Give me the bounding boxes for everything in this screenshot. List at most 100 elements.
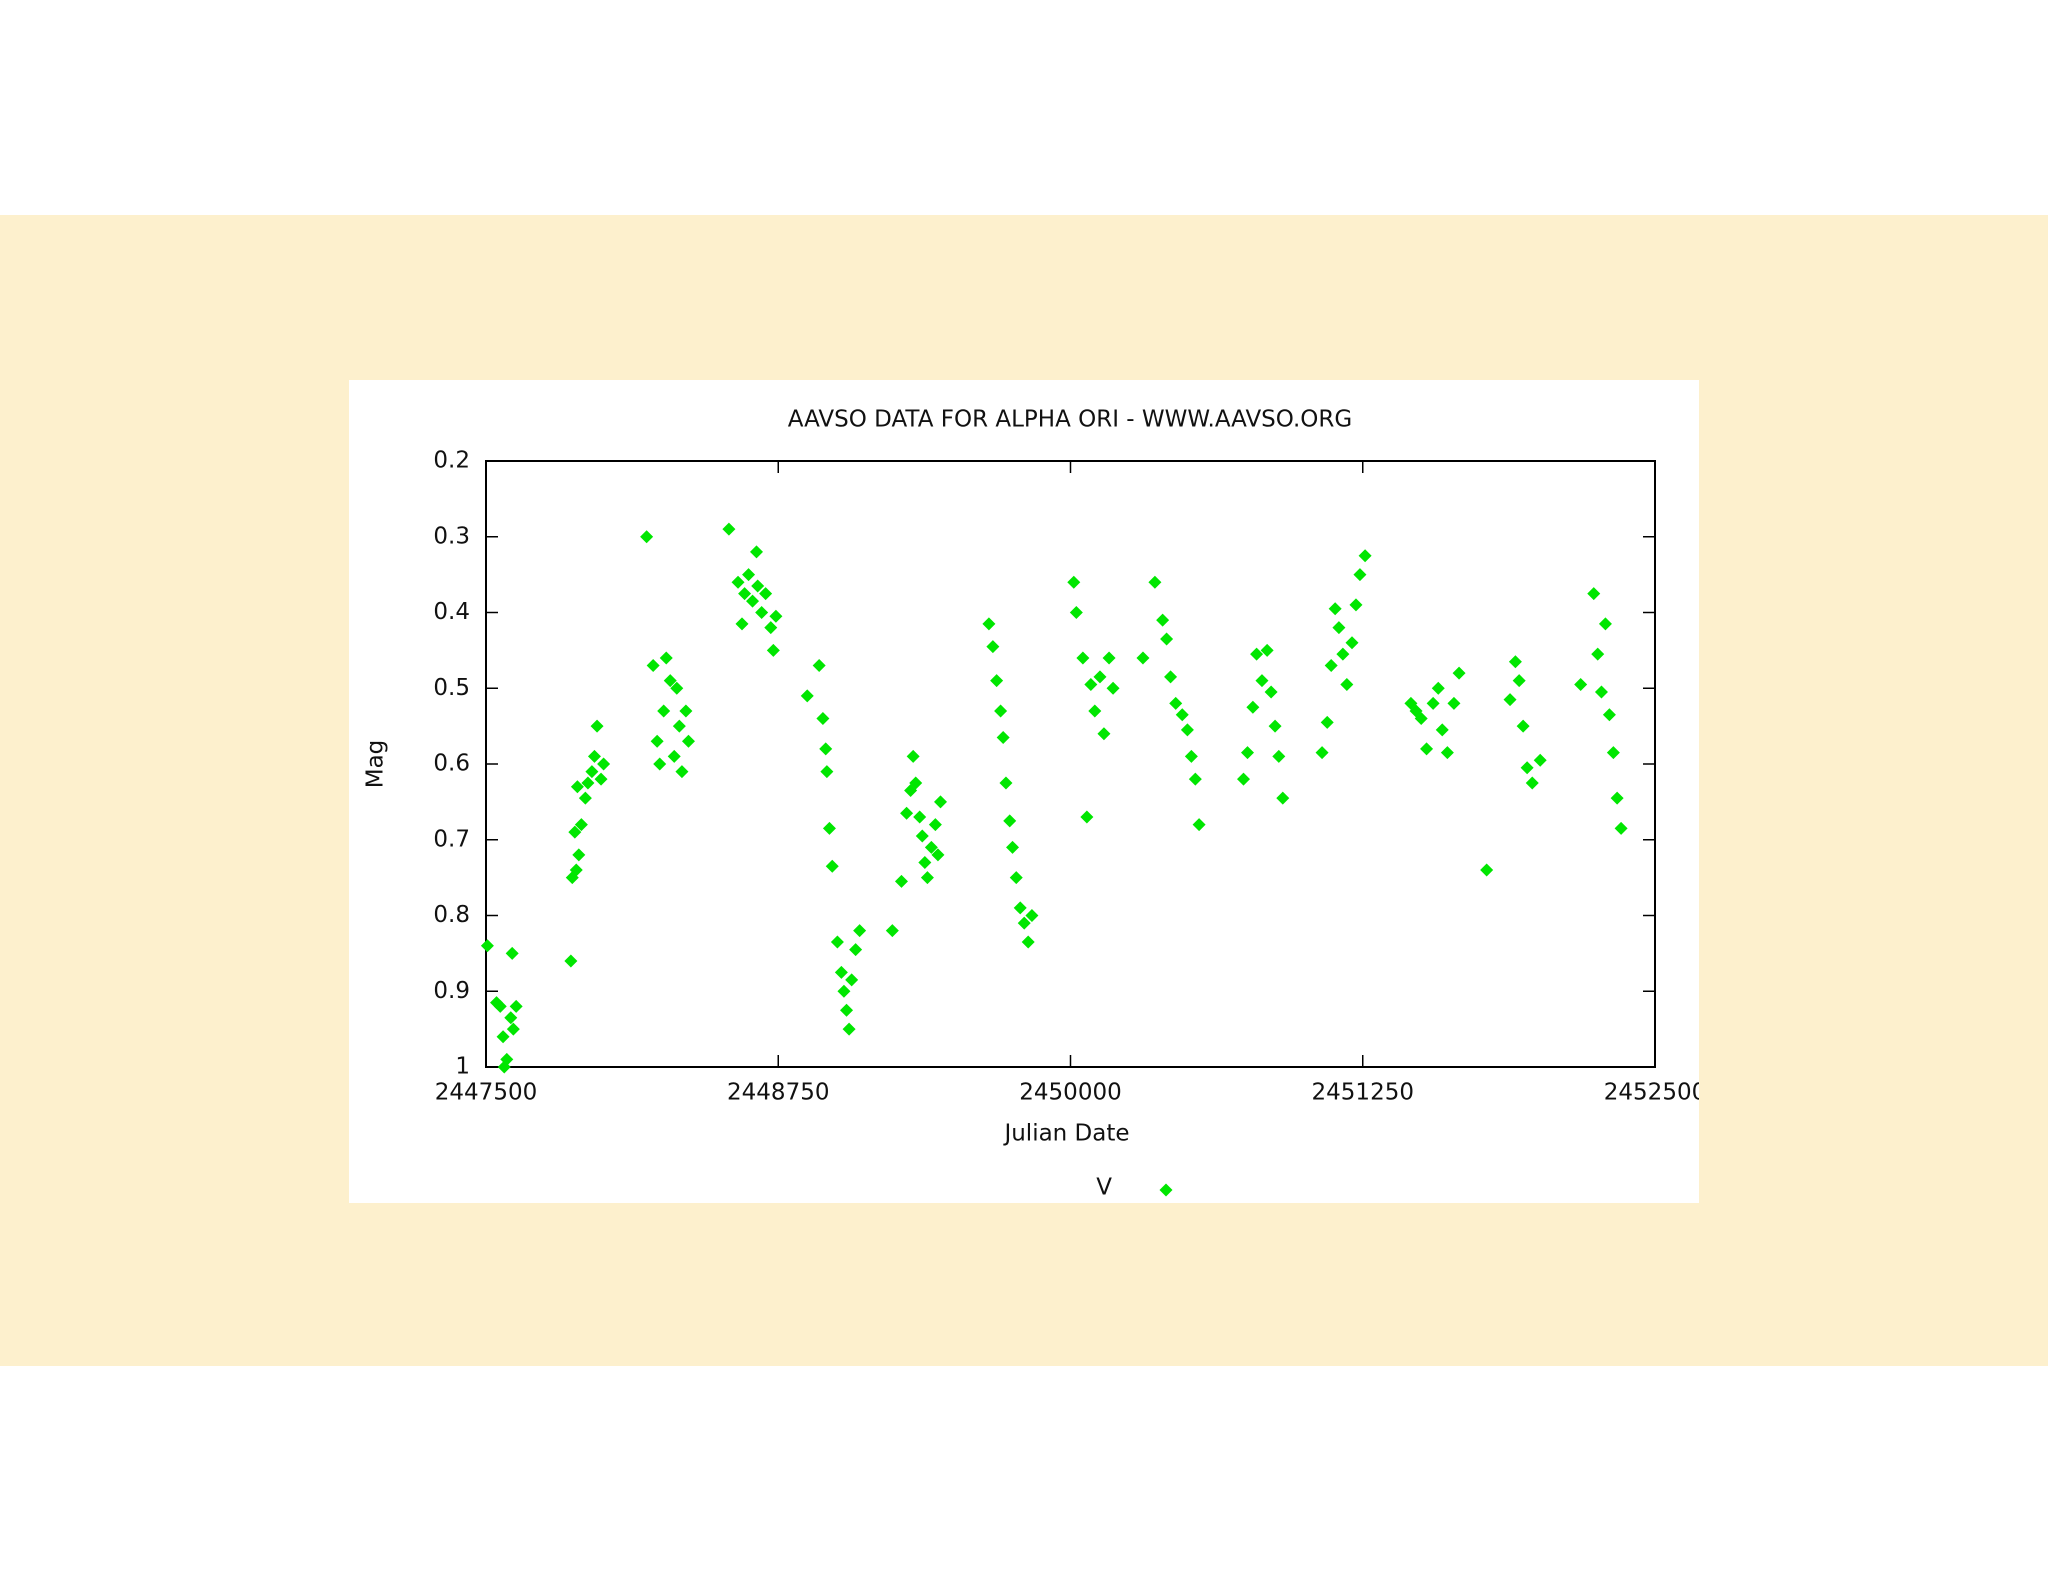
data-point xyxy=(731,575,745,589)
data-point xyxy=(496,1030,510,1044)
data-point xyxy=(755,606,769,619)
data-point xyxy=(750,545,764,559)
data-point xyxy=(999,776,1013,790)
data-point xyxy=(574,818,588,832)
data-point xyxy=(1431,681,1445,695)
x-tick-label: 2447500 xyxy=(435,1080,537,1106)
data-point xyxy=(590,719,604,733)
data-point xyxy=(722,522,736,536)
data-point xyxy=(1435,723,1449,737)
data-point xyxy=(842,1022,856,1036)
data-point xyxy=(816,712,830,726)
data-point xyxy=(587,749,601,763)
data-point xyxy=(572,848,586,862)
y-tick-label: 0.6 xyxy=(433,751,470,777)
x-tick-label: 2451250 xyxy=(1312,1080,1414,1106)
data-point xyxy=(759,587,773,601)
data-point xyxy=(1013,901,1027,915)
data-point xyxy=(751,579,765,593)
y-tick-label: 0.7 xyxy=(433,826,470,852)
data-point xyxy=(663,674,677,688)
data-point xyxy=(1260,643,1274,657)
data-point xyxy=(480,939,494,953)
data-point xyxy=(640,530,654,544)
data-point xyxy=(1447,696,1461,710)
data-point xyxy=(1009,871,1023,885)
data-point xyxy=(1003,814,1017,828)
data-point xyxy=(1340,677,1354,691)
data-point xyxy=(918,855,932,869)
data-point xyxy=(1320,715,1334,729)
data-point xyxy=(820,765,834,779)
data-point xyxy=(597,757,611,771)
data-point xyxy=(853,924,867,938)
data-point xyxy=(569,863,583,877)
data-point xyxy=(746,594,760,608)
data-point xyxy=(900,806,914,820)
data-point xyxy=(1192,818,1206,832)
data-point xyxy=(996,730,1010,744)
data-point xyxy=(840,1003,854,1017)
data-point xyxy=(1525,776,1539,790)
data-point xyxy=(1080,810,1094,824)
data-point xyxy=(568,825,582,839)
data-point xyxy=(1328,602,1342,616)
data-point xyxy=(1606,746,1620,760)
data-point xyxy=(1426,696,1440,710)
data-point xyxy=(1614,821,1628,835)
data-point xyxy=(1164,670,1178,684)
data-point xyxy=(509,999,523,1013)
data-point xyxy=(1069,606,1083,619)
data-point xyxy=(885,924,899,938)
data-point xyxy=(915,829,929,843)
data-point xyxy=(653,757,667,771)
data-point xyxy=(812,659,826,673)
data-point xyxy=(986,640,1000,654)
y-tick-label: 0.3 xyxy=(433,523,470,549)
chart-panel xyxy=(349,380,1699,1203)
data-point xyxy=(1240,746,1254,760)
data-point xyxy=(659,651,673,665)
data-point xyxy=(822,821,836,835)
data-point xyxy=(1272,749,1286,763)
legend-marker xyxy=(1159,1183,1173,1197)
data-point xyxy=(894,874,908,888)
data-point xyxy=(650,734,664,748)
data-point xyxy=(506,1022,520,1036)
data-point xyxy=(1332,621,1346,635)
data-point xyxy=(1076,651,1090,665)
data-point xyxy=(1315,746,1329,760)
x-tick-label: 2452500 xyxy=(1604,1080,1706,1106)
data-point xyxy=(1136,651,1150,665)
data-point xyxy=(1520,761,1534,775)
data-point xyxy=(1102,651,1116,665)
y-tick-label: 0.5 xyxy=(433,675,470,701)
data-point xyxy=(913,810,927,824)
data-point xyxy=(1610,791,1624,805)
data-point xyxy=(679,704,693,718)
data-point xyxy=(1349,598,1363,612)
data-point xyxy=(1088,704,1102,718)
data-point xyxy=(585,765,599,779)
data-point xyxy=(1574,677,1588,691)
data-point xyxy=(1440,746,1454,760)
data-point xyxy=(497,1060,511,1074)
data-point xyxy=(578,791,592,805)
data-point xyxy=(1017,916,1031,930)
data-point xyxy=(1503,693,1517,707)
data-point xyxy=(1336,647,1350,661)
data-point xyxy=(1345,636,1359,650)
data-point xyxy=(819,742,833,756)
data-point xyxy=(764,621,778,635)
data-point xyxy=(766,643,780,657)
data-point xyxy=(594,772,608,786)
data-point xyxy=(990,674,1004,688)
data-point xyxy=(1420,742,1434,756)
data-point xyxy=(1246,700,1260,714)
data-point xyxy=(1160,632,1174,646)
data-point xyxy=(924,840,938,854)
data-point xyxy=(1021,935,1035,949)
data-point xyxy=(1602,708,1616,722)
data-point xyxy=(570,780,584,794)
